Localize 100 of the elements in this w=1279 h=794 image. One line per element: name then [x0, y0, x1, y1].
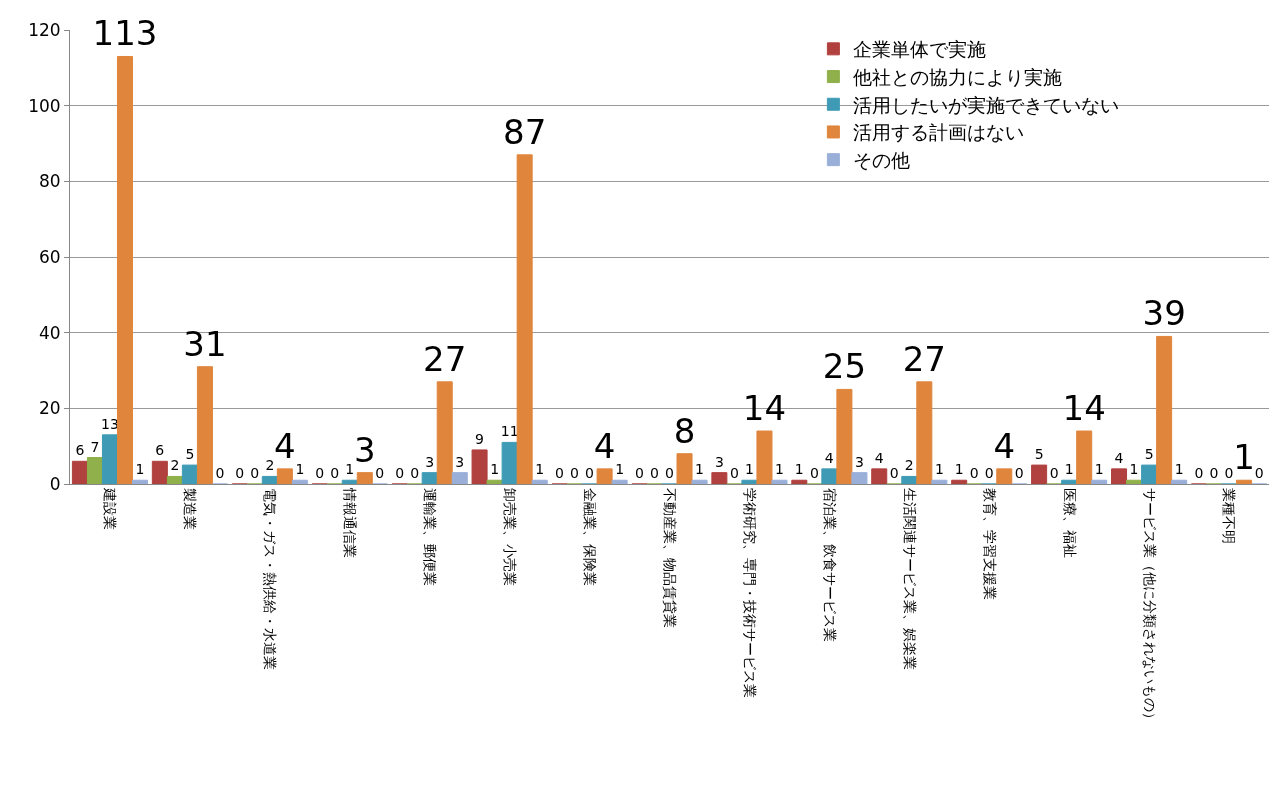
bar: [851, 472, 868, 484]
bar: [291, 479, 308, 484]
bar: [101, 434, 118, 484]
bar: [771, 479, 788, 484]
data-label: 7: [90, 438, 100, 455]
data-label: 31: [183, 323, 227, 364]
x-tick-label: 業種不明: [1221, 487, 1238, 544]
data-label: 2: [904, 457, 914, 474]
data-label: 4: [824, 449, 834, 466]
bar: [836, 388, 853, 484]
data-label: 9: [475, 430, 485, 447]
bar: [1091, 479, 1108, 484]
data-label: 0: [1049, 465, 1059, 481]
data-label: 0: [650, 465, 659, 481]
data-label: 39: [1142, 293, 1186, 334]
data-label: 4: [874, 449, 884, 466]
x-tick-label: 生活関連サービス業、娯楽業: [901, 487, 918, 670]
data-label: 27: [902, 338, 946, 379]
data-label: 0: [634, 465, 644, 481]
data-label: 113: [92, 13, 158, 54]
bar: [166, 475, 183, 484]
y-tick-label: 100: [28, 95, 61, 116]
data-label: 0: [889, 465, 899, 481]
bar: [916, 381, 933, 484]
data-label: 27: [423, 338, 467, 379]
bar: [421, 472, 438, 484]
bar: [501, 441, 518, 484]
bar: [756, 430, 773, 484]
data-label: 2: [265, 457, 275, 474]
bar: [1236, 479, 1253, 484]
bar: [151, 460, 168, 484]
data-label: 1: [490, 461, 500, 478]
data-label: 1: [1174, 461, 1184, 478]
data-label: 6: [155, 442, 165, 459]
data-label: 3: [455, 453, 465, 470]
x-tick-label: 不動産業、物品賃貸業: [661, 487, 678, 628]
data-label: 0: [375, 465, 385, 481]
data-label: 0: [1209, 465, 1219, 481]
data-label: 1: [744, 461, 754, 478]
y-tick-label: 80: [38, 171, 61, 192]
bar: [276, 468, 293, 484]
data-label: 13: [101, 415, 119, 432]
bar: [356, 472, 373, 484]
data-label: 5: [185, 446, 195, 463]
data-label: 5: [1034, 446, 1044, 463]
bar: [71, 460, 88, 484]
data-label: 4: [274, 425, 296, 466]
legend-label: 他社との協力により実施: [853, 65, 1063, 88]
data-label: 1: [135, 461, 145, 478]
data-label: 0: [215, 465, 225, 481]
data-label: 0: [410, 465, 420, 481]
data-label: 1: [794, 461, 804, 478]
y-tick-label: 0: [49, 473, 61, 494]
data-label: 0: [315, 465, 325, 481]
x-tick-label: 建設業: [102, 486, 119, 530]
data-label: 6: [75, 442, 85, 459]
y-tick-label: 40: [38, 322, 61, 343]
data-label: 14: [742, 388, 787, 429]
x-tick-label: 医療、福祉: [1061, 487, 1078, 558]
data-label: 0: [1224, 465, 1234, 481]
bar: [531, 479, 548, 484]
bar: [1076, 430, 1093, 484]
data-label: 3: [714, 453, 724, 470]
bar: [1156, 335, 1173, 484]
data-label: 0: [665, 465, 674, 481]
x-tick-label: 学術研究、専門・技術サービス業: [741, 487, 758, 698]
data-label: 5: [1144, 446, 1154, 463]
data-label: 1: [954, 461, 964, 478]
data-label: 0: [969, 465, 979, 481]
data-label: 8: [673, 410, 696, 451]
y-tick-label: 120: [28, 19, 61, 40]
data-label: 0: [729, 465, 739, 481]
data-label: 2: [170, 457, 180, 474]
x-tick-label: 製造業: [182, 487, 199, 530]
data-label: 1: [695, 461, 705, 478]
data-label: 0: [1194, 465, 1204, 481]
bar: [451, 472, 468, 484]
x-tick-label: 電気・ガス・熱供給・水道業: [262, 487, 279, 670]
data-label: 0: [984, 465, 994, 481]
bar: [611, 479, 628, 484]
data-label: 87: [503, 111, 547, 152]
x-tick-label: 情報通信業: [342, 486, 359, 558]
x-tick-label: 卸売業、小売業: [502, 487, 519, 586]
data-label: 4: [593, 425, 616, 466]
bar: [676, 453, 693, 484]
bar: [871, 468, 888, 484]
y-tick-label: 20: [38, 398, 61, 419]
bar: [951, 479, 968, 484]
data-label: 14: [1062, 388, 1106, 429]
bar: [691, 479, 708, 484]
bar: [791, 479, 808, 484]
bar: [1141, 464, 1158, 484]
x-tick-label: 運輸業、郵便業: [422, 487, 439, 586]
data-label: 3: [854, 453, 864, 470]
y-tick-label: 60: [38, 246, 61, 267]
data-label: 0: [235, 465, 245, 481]
data-label: 1: [615, 461, 625, 478]
bar: [996, 468, 1013, 484]
data-label: 0: [1014, 465, 1024, 481]
bar: [516, 154, 533, 484]
